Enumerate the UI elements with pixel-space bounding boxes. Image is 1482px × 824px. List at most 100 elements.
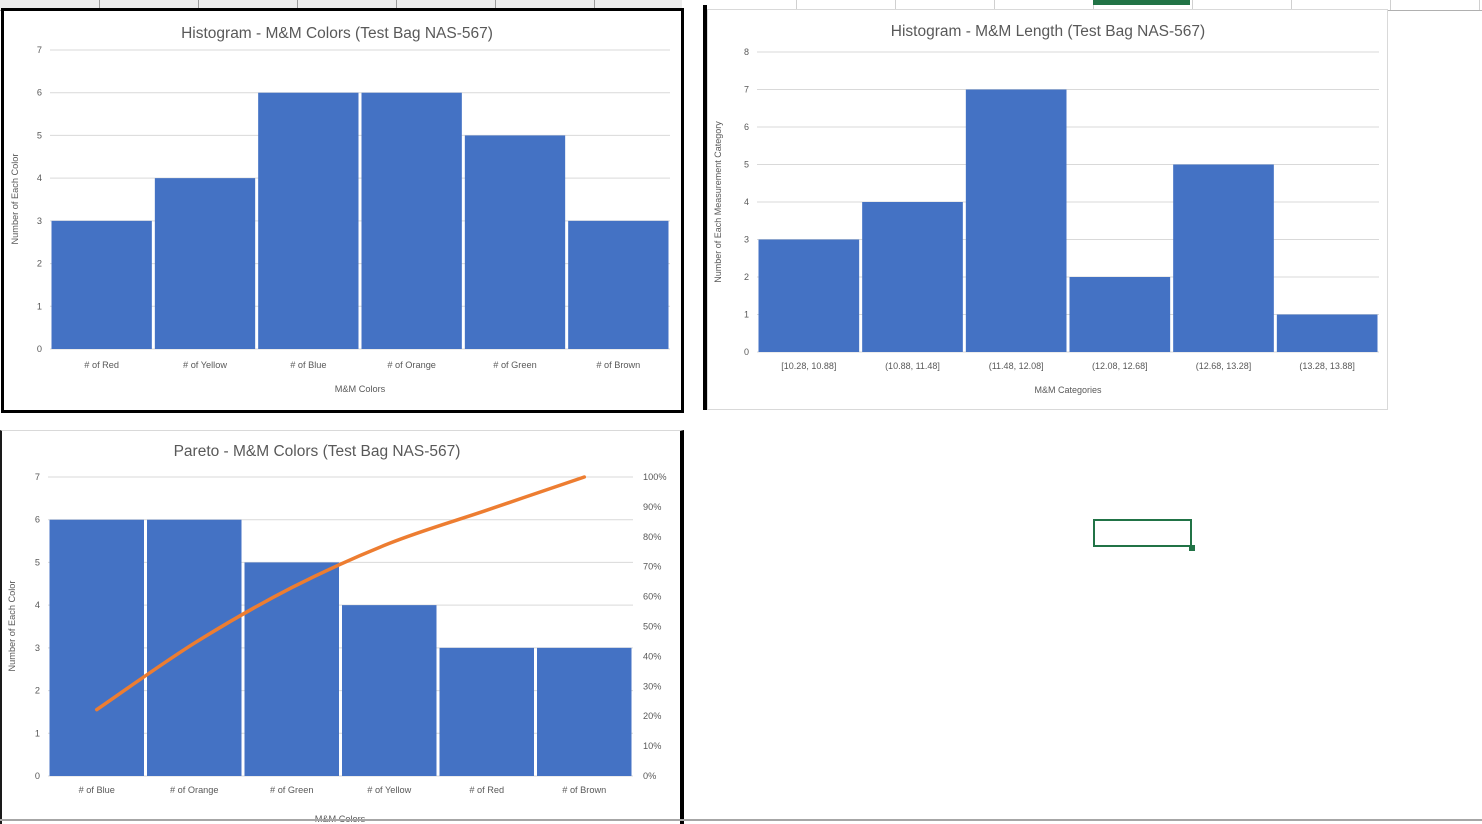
x-tick-label: # of Yellow [367,785,411,795]
y-tick-label: 3 [35,643,40,653]
y-axis-title: Number of Each Color [10,154,20,245]
x-tick-label: # of Yellow [183,360,227,370]
chart-title: Histogram - M&M Colors (Test Bag NAS-567… [181,25,493,42]
y-tick-label: 8 [744,47,749,57]
x-tick-label: # of Blue [290,360,326,370]
y2-tick-label: 90% [643,502,661,512]
column-divider [396,0,397,10]
x-tick-label: # of Blue [79,785,115,795]
x-tick-label: # of Brown [562,785,606,795]
y-tick-label: 6 [35,515,40,525]
y-tick-label: 0 [35,771,40,781]
bar-(12.08, 12.68][interactable] [1069,277,1171,352]
y-tick-label: 1 [37,301,42,311]
y-tick-label: 4 [744,197,749,207]
y-tick-label: 7 [744,85,749,95]
cumulative-line[interactable] [95,475,587,712]
bar-# of Orange[interactable] [361,92,462,349]
bar-[10.28, 10.88][interactable] [758,239,860,353]
y-tick-label: 6 [37,88,42,98]
x-tick-label: # of Green [493,360,536,370]
column-divider [297,0,298,10]
column-divider [495,0,496,10]
bar-# of Orange[interactable] [147,519,242,776]
bar-# of Brown[interactable] [568,220,669,349]
bar-# of Green[interactable] [244,562,340,776]
y-tick-label: 0 [744,347,749,357]
y-tick-label: 5 [744,160,749,170]
selected-cell[interactable] [1093,519,1192,547]
chart-title: Histogram - M&M Length (Test Bag NAS-567… [891,23,1205,40]
bar-# of Yellow[interactable] [342,605,437,776]
y-tick-label: 3 [37,216,42,226]
column-divider [994,0,995,10]
bar-# of Yellow[interactable] [154,178,256,349]
x-tick-label: # of Red [84,360,119,370]
selection-marker-top [1093,0,1190,5]
sheet-bottom-edge [0,819,1482,821]
fill-handle[interactable] [1189,545,1195,551]
length-histogram-svg: 0 1 2 3 4 5 6 7 8 [10.28, 10.88] (10.88, 11.48] (11… [713,23,1379,395]
y-tick-label: 3 [744,235,749,245]
pareto-svg: 0 1 2 3 4 5 6 7 # of Blue # of Orange # of Green # … [7,443,667,824]
y2-tick-label: 0% [643,771,656,781]
x-tick-label: # of Brown [596,360,640,370]
y-tick-label: 7 [37,45,42,55]
x-tick-label: # of Orange [170,785,219,795]
x-tick-label: (12.08, 12.68] [1092,361,1148,371]
y-axis-title: Number of Each Measurement Category [713,121,723,283]
y2-tick-label: 70% [643,562,661,572]
y-tick-label: 5 [37,130,42,140]
x-tick-label: # of Green [270,785,313,795]
x-tick-label: (10.88, 11.48] [885,361,940,371]
column-divider [1390,0,1391,10]
x-tick-label: [10.28, 10.88] [781,361,836,371]
column-divider [1093,0,1094,10]
bar-# of Green[interactable] [464,135,566,349]
y2-tick-label: 10% [643,741,661,751]
column-divider [99,0,100,10]
chart-colors-histogram[interactable]: 0 1 2 3 4 5 6 7 # of Red # of Yellow # of Blue # of… [1,8,684,413]
bar-(12.68, 13.28][interactable] [1173,164,1274,353]
bar-# of Blue[interactable] [49,519,145,776]
bar-(11.48, 12.08][interactable] [965,89,1067,353]
x-axis-title: M&M Categories [1034,385,1102,395]
bar-# of Brown[interactable] [537,647,632,776]
bar-# of Blue[interactable] [258,92,359,349]
x-tick-label: # of Orange [387,360,436,370]
bar-# of Red[interactable] [51,220,152,349]
x-tick-label: (11.48, 12.08] [989,361,1044,371]
y-tick-label: 4 [35,600,40,610]
y-tick-label: 4 [37,173,42,183]
y-tick-label: 2 [35,686,40,696]
chart-length-histogram[interactable]: 0 1 2 3 4 5 6 7 8 [10.28, 10.88] (10.88, 11.48] (11… [707,9,1388,410]
bar-(13.28, 13.88][interactable] [1276,314,1378,353]
column-divider [1479,0,1480,10]
y-tick-label: 1 [35,728,40,738]
column-divider [1291,0,1292,10]
y-tick-label: 0 [37,344,42,354]
column-divider [198,0,199,10]
y-axis-title: Number of Each Color [7,581,17,672]
column-divider [895,0,896,10]
y2-tick-label: 60% [643,592,661,602]
y2-tick-label: 40% [643,651,661,661]
bar-# of Red[interactable] [439,647,535,776]
y2-tick-label: 20% [643,711,661,721]
y2-tick-label: 30% [643,681,661,691]
y2-tick-label: 80% [643,532,661,542]
y-tick-label: 7 [35,472,40,482]
y-tick-label: 6 [744,122,749,132]
colors-histogram-svg: 0 1 2 3 4 5 6 7 # of Red # of Yellow # of Blue # of… [10,25,670,394]
chart-title: Pareto - M&M Colors (Test Bag NAS-567) [174,443,461,460]
x-tick-label: (12.68, 13.28] [1196,361,1252,371]
bar-(10.88, 11.48][interactable] [862,202,963,352]
column-divider [594,0,595,10]
x-tick-label: (13.28, 13.88] [1299,361,1355,371]
column-divider [1192,0,1193,10]
x-tick-label: # of Red [469,785,504,795]
column-divider [796,0,797,10]
chart-pareto[interactable]: 0 1 2 3 4 5 6 7 # of Blue # of Orange # of Green # … [0,430,684,824]
y-tick-label: 1 [744,310,749,320]
